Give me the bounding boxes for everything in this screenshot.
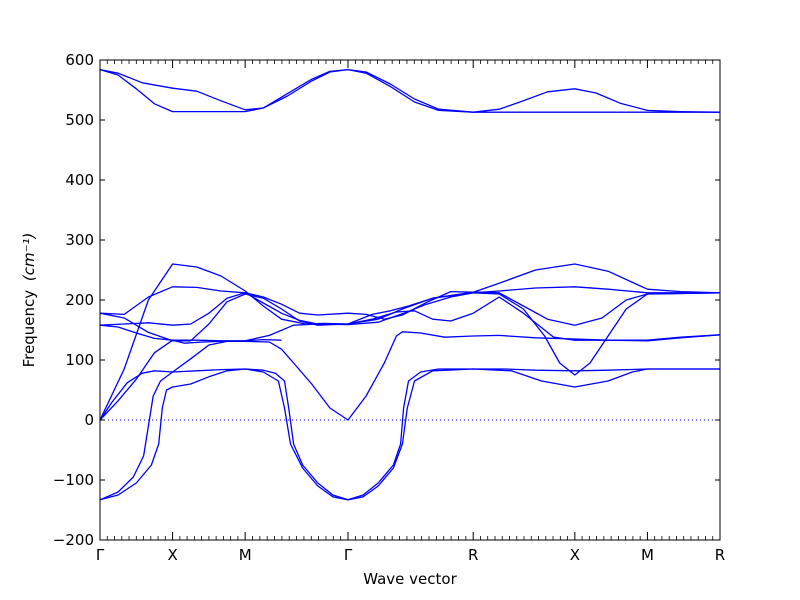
y-tick-label: −100 bbox=[53, 471, 94, 489]
y-axis-label-text: Frequency bbox=[20, 290, 38, 368]
y-tick-label: 200 bbox=[65, 291, 94, 309]
y-tick-label: 0 bbox=[84, 411, 94, 429]
band-line-8 bbox=[99, 324, 721, 421]
x-tick-label: X bbox=[167, 546, 177, 564]
band-line-11 bbox=[99, 338, 282, 501]
x-tick-label: Γ bbox=[96, 546, 105, 564]
x-axis-label: Wave vector bbox=[363, 570, 457, 588]
y-tick-label: 600 bbox=[65, 51, 94, 69]
band-line-5 bbox=[99, 290, 721, 326]
y-axis-label: Frequency (cm⁻¹) bbox=[20, 233, 38, 368]
band-line-6 bbox=[99, 292, 721, 376]
plot-background bbox=[100, 60, 720, 540]
x-tick-label: R bbox=[468, 546, 478, 564]
y-tick-label: 100 bbox=[65, 351, 94, 369]
band-line-1 bbox=[99, 68, 721, 113]
x-tick-label: M bbox=[239, 546, 252, 564]
bands bbox=[99, 68, 721, 501]
x-tick-label: Γ bbox=[344, 546, 353, 564]
band-line-10 bbox=[99, 368, 720, 501]
y-axis-label-unit: (cm⁻¹) bbox=[20, 233, 38, 282]
y-tick-label: −200 bbox=[53, 531, 94, 549]
y-tick-label: 400 bbox=[65, 171, 94, 189]
x-tick-label: X bbox=[570, 546, 580, 564]
x-tick-label: R bbox=[715, 546, 725, 564]
y-tick-label: 500 bbox=[65, 111, 94, 129]
band-line-9 bbox=[99, 368, 720, 501]
x-tick-label: M bbox=[641, 546, 654, 564]
band-line-3 bbox=[99, 286, 720, 326]
band-line-7 bbox=[99, 296, 721, 421]
y-axis-ticks: −200 −100 0 100 200 300 400 500 600 bbox=[53, 51, 720, 549]
y-tick-label: 300 bbox=[65, 231, 94, 249]
band-line-2 bbox=[99, 68, 720, 113]
